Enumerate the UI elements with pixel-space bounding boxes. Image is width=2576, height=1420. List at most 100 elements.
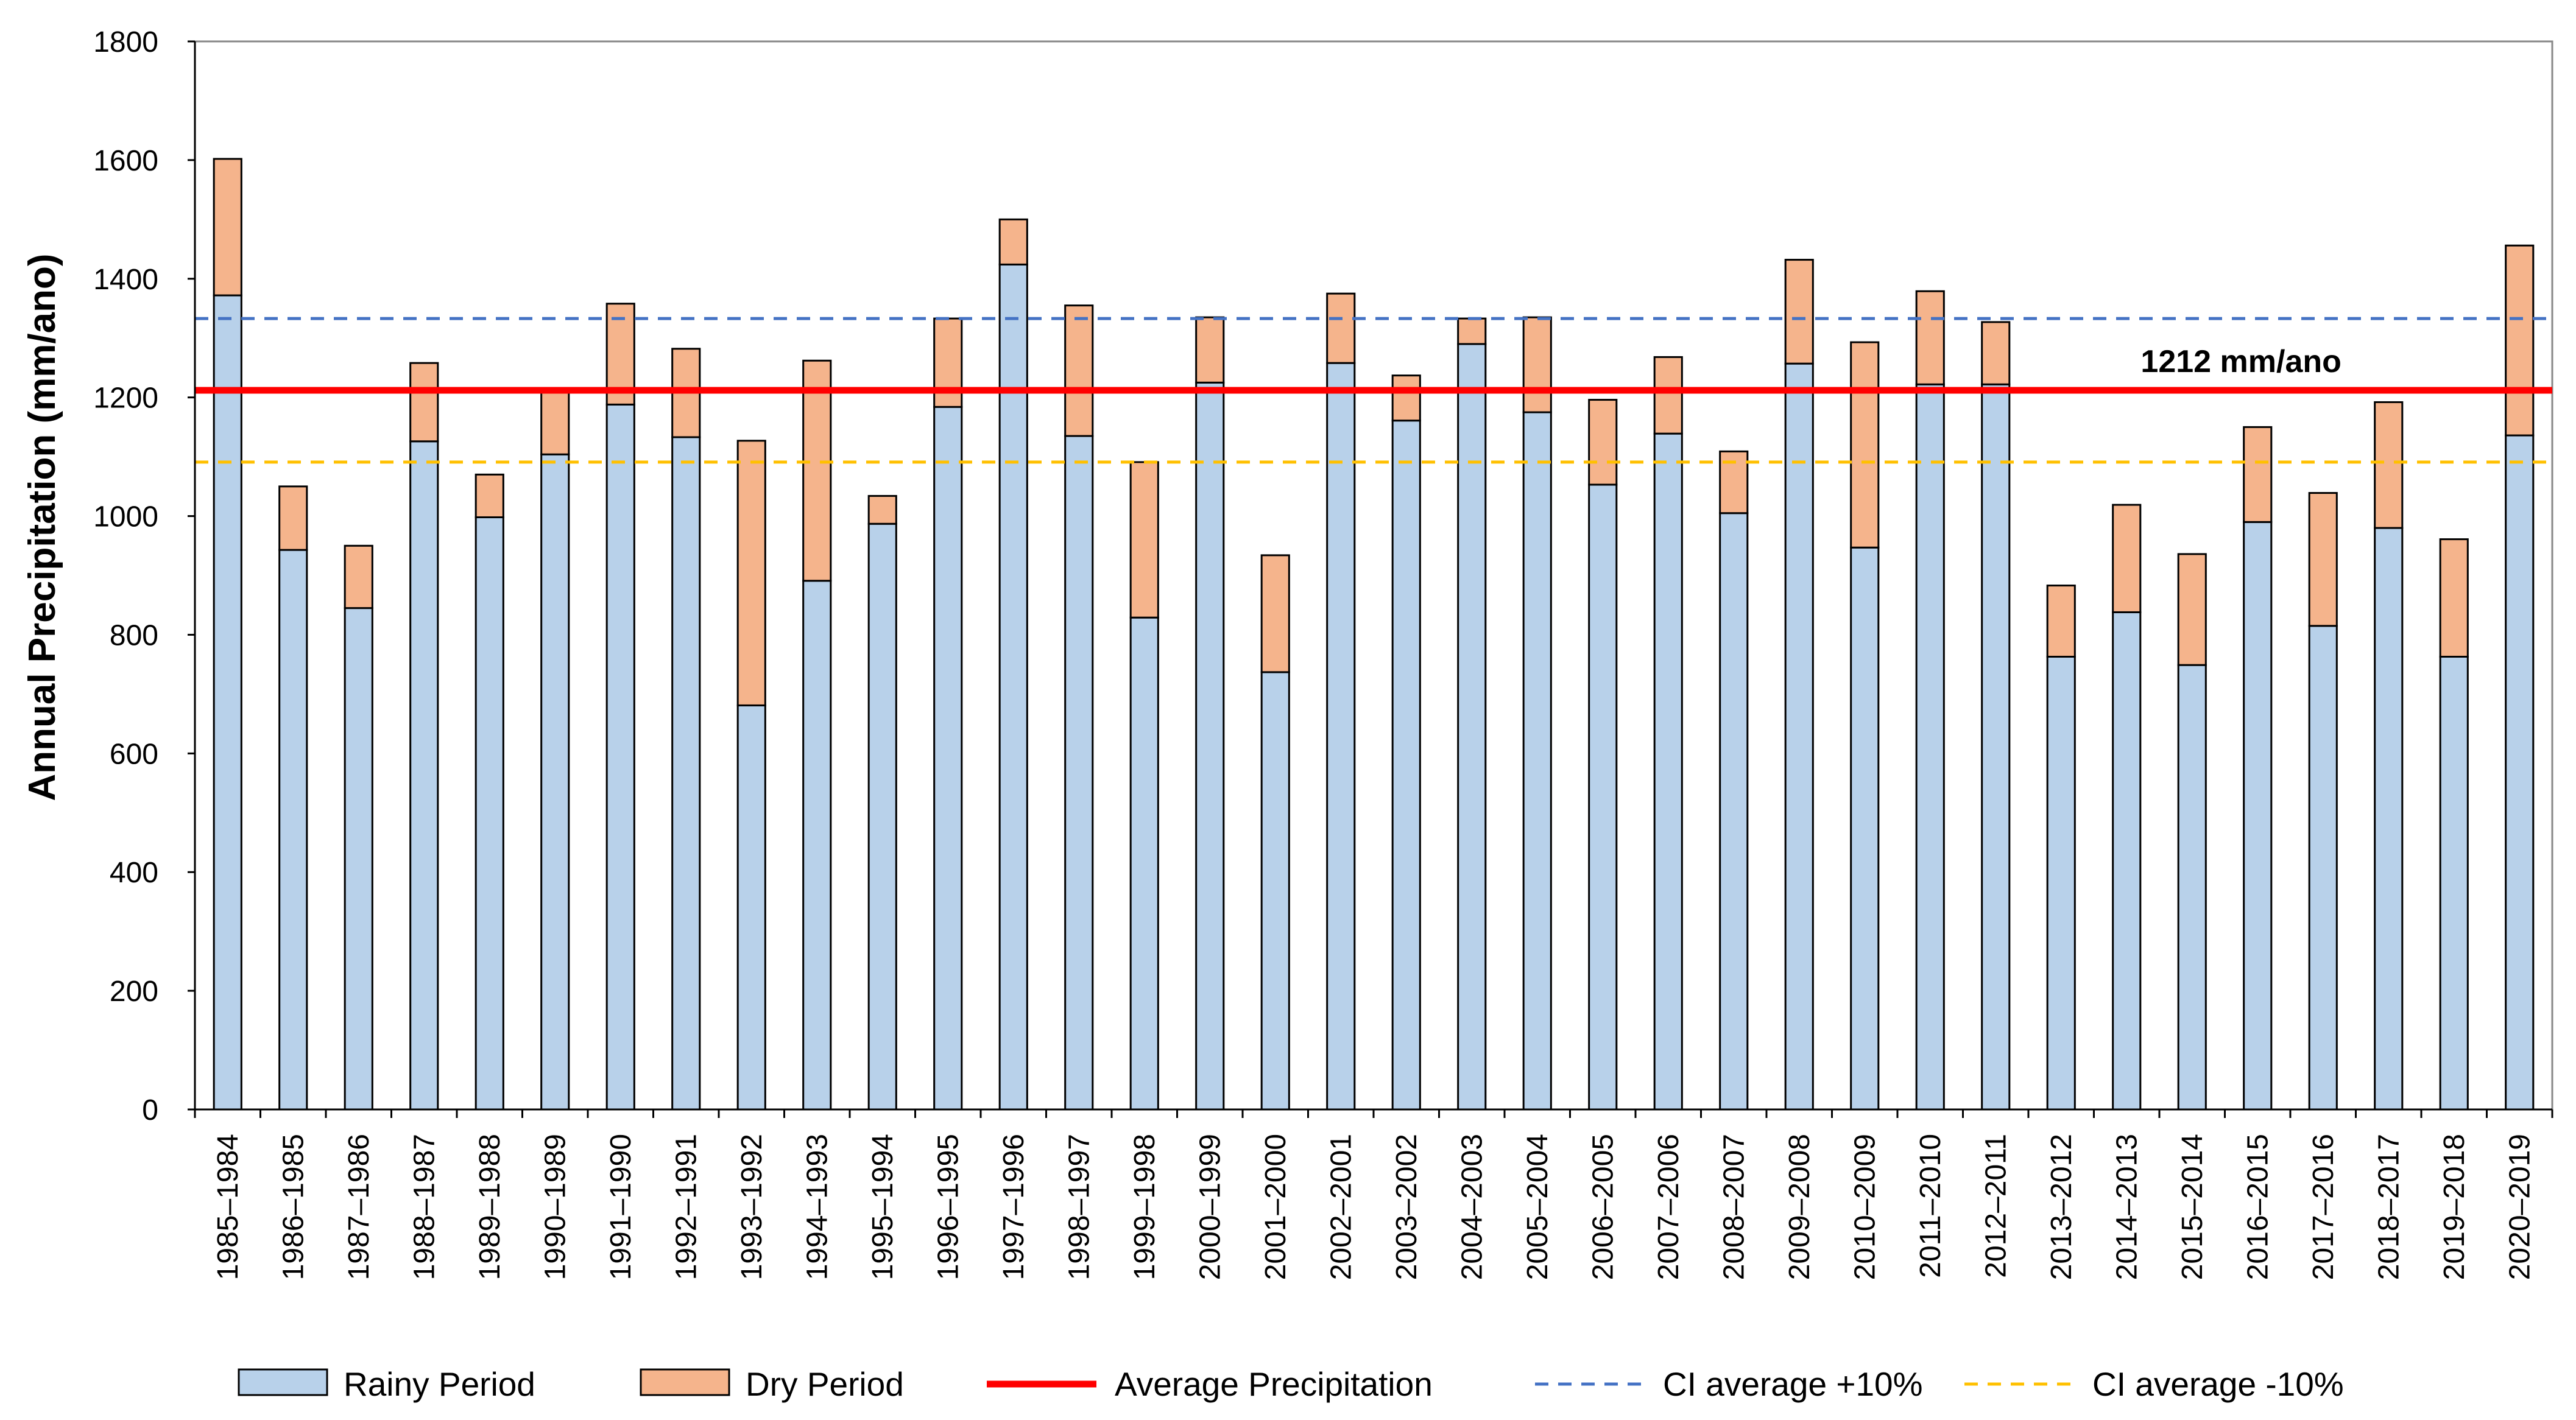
y-tick-label: 1400 <box>93 264 158 296</box>
bar-rainy-period <box>475 516 504 1111</box>
bar-dry-period <box>2112 504 2142 613</box>
bar-dry-period <box>2439 538 2469 658</box>
x-tick-label: 1994–1993 <box>801 1134 833 1280</box>
bar-dry-period <box>1915 290 1945 385</box>
x-tick-label: 2007–2006 <box>1653 1134 1685 1280</box>
bar-dry-period <box>1522 316 1552 413</box>
bar-dry-period <box>475 473 504 519</box>
x-tick-label: 2016–2015 <box>2242 1134 2274 1280</box>
bar-dry-period <box>2374 401 2404 529</box>
bar-dry-period <box>1653 356 1683 435</box>
y-tick-label: 1800 <box>93 26 158 58</box>
x-tick-label: 2003–2002 <box>1391 1134 1423 1280</box>
y-tick-label: 1200 <box>93 382 158 415</box>
y-tick-label: 200 <box>110 975 158 1008</box>
x-tick-label: 2017–2016 <box>2307 1134 2340 1280</box>
bar-dry-period <box>2243 426 2273 523</box>
x-tick-label: 2013–2012 <box>2045 1134 2078 1280</box>
x-tick-label: 1990–1989 <box>539 1134 571 1280</box>
bar-rainy-period <box>2177 664 2207 1111</box>
legend-label: Average Precipitation <box>1115 1365 1433 1403</box>
x-tick-label: 1988–1987 <box>408 1134 440 1280</box>
bar-rainy-period <box>2505 434 2535 1111</box>
bar-dry-period <box>1850 341 1880 549</box>
bar-rainy-period <box>278 549 308 1111</box>
legend-label: Rainy Period <box>344 1365 535 1403</box>
bar-dry-period <box>1260 554 1290 673</box>
bar-dry-period <box>540 389 570 455</box>
bar-dry-period <box>1195 316 1225 384</box>
legend-swatch <box>640 1368 730 1396</box>
y-tick-label: 800 <box>110 619 158 652</box>
x-tick-label: 1992–1991 <box>670 1134 702 1280</box>
bar-rainy-period <box>1588 483 1618 1111</box>
bar-rainy-period <box>2046 655 2076 1111</box>
x-tick-label: 1999–1998 <box>1129 1134 1161 1280</box>
bar-dry-period <box>1391 374 1421 422</box>
bar-rainy-period <box>1129 616 1159 1111</box>
x-tick-label: 2005–2004 <box>1522 1134 1554 1280</box>
bar-rainy-period <box>1457 343 1487 1111</box>
bar-rainy-period <box>933 406 963 1111</box>
x-tick-label: 1991–1990 <box>605 1134 637 1280</box>
bar-rainy-period <box>213 294 242 1111</box>
x-tick-label: 2000–1999 <box>1194 1134 1226 1280</box>
bar-dry-period <box>1326 292 1356 364</box>
x-tick-label: 2015–2014 <box>2176 1134 2209 1280</box>
bar-rainy-period <box>605 403 635 1111</box>
bar-rainy-period <box>671 436 701 1111</box>
bar-dry-period <box>1129 461 1159 619</box>
bar-dry-period <box>1064 304 1094 437</box>
bars-group <box>213 158 2535 1111</box>
bar-dry-period <box>867 494 897 525</box>
x-tick-label: 1989–1988 <box>474 1134 506 1280</box>
legend: Rainy Period Dry Period Average Precipitat… <box>238 1365 2344 1403</box>
y-axis-title: Annual Precipitation (mm/ano) <box>21 253 63 801</box>
y-tick-label: 0 <box>142 1094 158 1127</box>
x-tick-label: 2019–2018 <box>2438 1134 2471 1280</box>
bar-rainy-period <box>1981 383 2011 1111</box>
bar-dry-period <box>1457 317 1487 345</box>
bar-rainy-period <box>1195 381 1225 1111</box>
bar-rainy-period <box>2439 655 2469 1111</box>
legend-label: Dry Period <box>746 1365 904 1403</box>
x-tick-label: 2010–2009 <box>1849 1134 1881 1280</box>
bar-dry-period <box>278 485 308 551</box>
bar-rainy-period <box>1391 420 1421 1111</box>
legend-label: CI average -10% <box>2092 1365 2344 1403</box>
bar-dry-period <box>933 317 963 408</box>
plot-area <box>194 40 2553 1111</box>
bar-rainy-period <box>1653 432 1683 1111</box>
x-tick-label: 2008–2007 <box>1718 1134 1750 1280</box>
bar-dry-period <box>1981 321 2011 385</box>
bar-rainy-period <box>1915 383 1945 1111</box>
x-tick-label: 2006–2005 <box>1587 1134 1619 1280</box>
bar-rainy-period <box>344 607 373 1111</box>
y-tick-label: 400 <box>110 857 158 889</box>
x-tick-label: 2014–2013 <box>2111 1134 2143 1280</box>
legend-swatch <box>238 1368 328 1396</box>
bar-rainy-period <box>2243 521 2273 1111</box>
x-tick-label: 1985–1984 <box>212 1134 244 1280</box>
x-tick-label: 1998–1997 <box>1063 1134 1095 1280</box>
bar-dry-period <box>802 359 832 582</box>
x-tick-label: 2011–2010 <box>1914 1134 1947 1278</box>
bar-rainy-period <box>867 522 897 1111</box>
x-tick-label: 1997–1996 <box>998 1134 1030 1280</box>
x-tick-label: 2020–2019 <box>2504 1134 2536 1280</box>
bar-rainy-period <box>540 453 570 1111</box>
x-tick-group: 1985–1984 1986–1985 1987–1986 1988–1987 1989… <box>194 1109 2553 1280</box>
bar-rainy-period <box>1850 546 1880 1111</box>
bar-rainy-period <box>1784 362 1814 1111</box>
bar-rainy-period <box>2112 611 2142 1111</box>
x-tick-label: 1993–1992 <box>736 1134 768 1280</box>
bar-rainy-period <box>802 580 832 1111</box>
bar-rainy-period <box>409 440 439 1111</box>
x-tick-label: 1996–1995 <box>932 1134 964 1280</box>
y-tick-group: 0 200 400 600 800 1000 1200 1400 1600 1800 <box>93 26 195 1127</box>
x-tick-label: 1995–1994 <box>867 1134 899 1280</box>
bar-dry-period <box>736 440 766 706</box>
x-tick-label: 2018–2017 <box>2373 1134 2405 1280</box>
reference-lines-group <box>195 317 2552 464</box>
